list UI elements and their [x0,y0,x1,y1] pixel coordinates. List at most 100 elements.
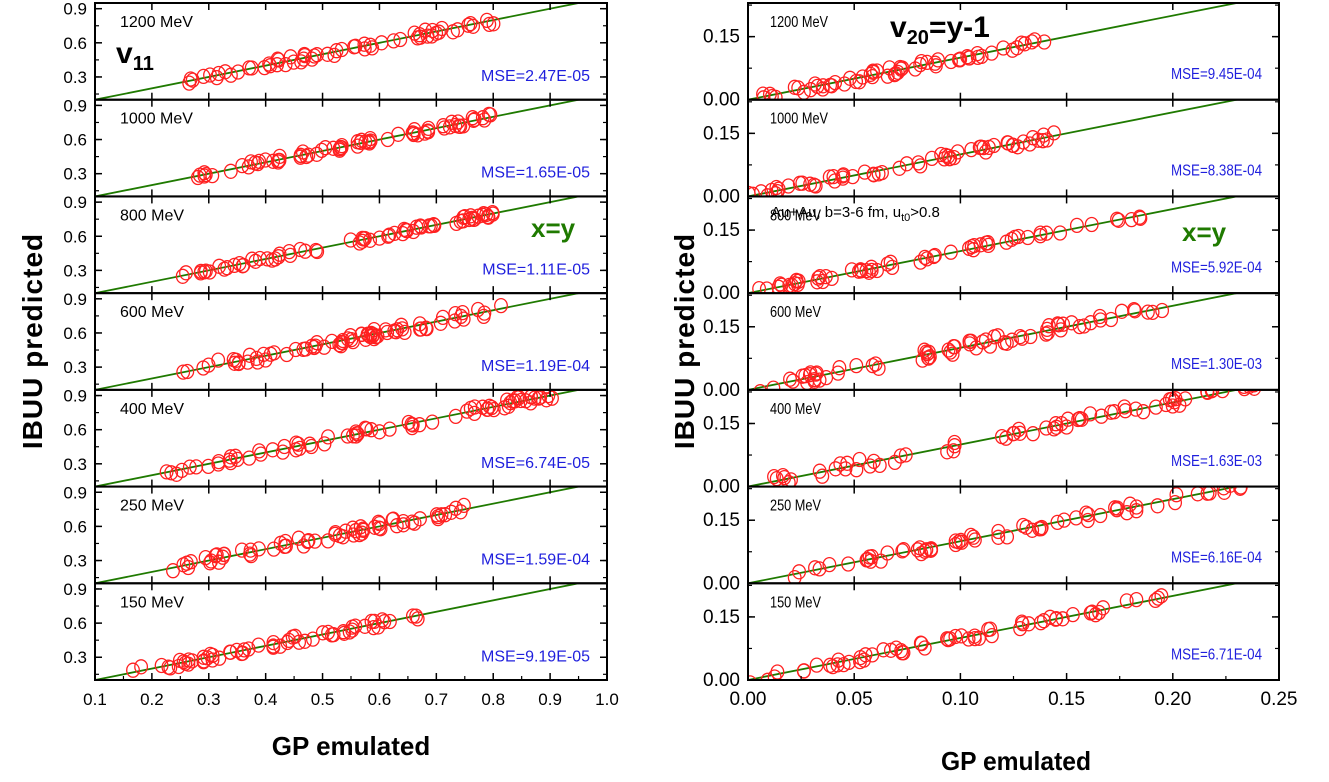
data-point [831,365,845,381]
data-point [179,265,193,281]
data-point [348,424,363,440]
data-point [410,127,425,143]
data-point [948,628,963,645]
data-point [266,639,281,655]
data-point [348,38,363,54]
data-point [880,256,895,272]
energy-label: 1000 MeV [120,111,193,128]
data-point [1014,35,1029,51]
data-point [1092,604,1107,621]
data-point [295,144,310,160]
data-point [164,465,179,481]
data-point [868,356,883,372]
data-point [823,657,837,673]
x-tick-label: 0.9 [538,690,562,709]
data-point [288,341,303,358]
data-point [1154,588,1169,604]
x-tick-label: 0.00 [730,689,767,710]
data-point [314,142,329,159]
data-point [807,177,822,193]
data-point [166,563,180,579]
data-point [494,297,508,314]
data-point [482,16,497,33]
data-point [1127,303,1142,319]
data-point [1005,332,1019,348]
energy-label: 1200 MeV [120,14,193,31]
y-tick-label: 0.9 [63,193,87,212]
data-point [337,625,352,641]
data-point [413,511,427,527]
y-tick-label: 0.3 [63,552,87,571]
data-point [1200,389,1215,400]
data-point [838,461,853,477]
data-point [822,556,837,573]
data-point [895,543,910,559]
data-point [1247,389,1262,396]
data-point [192,167,207,183]
data-point [1053,225,1068,241]
data-point [390,322,405,338]
mse-label: MSE=1.63E-03 [1171,453,1262,470]
data-point [413,29,428,45]
data-point [863,458,878,474]
data-point [334,41,349,58]
observable-label: v20=y-1 [890,11,990,49]
mse-label: MSE=9.19E-05 [481,648,590,665]
panel-800-mev: 0.3 0.6 0.9 800 MeV MSE=1.11E-05 [63,193,608,295]
data-point [334,139,349,156]
data-point [812,561,827,577]
y-tick-label: 0.6 [63,421,87,440]
data-point [853,262,868,278]
data-point [964,238,979,255]
data-point [242,450,257,466]
identity-line [95,583,584,680]
mse-label: MSE=1.19E-04 [481,358,590,375]
data-point [1021,616,1036,632]
data-point [211,65,226,82]
data-point [1109,502,1124,518]
data-point [266,634,281,651]
panel-250-mev: 0.00 0.15 250 MeV MSE=6.16E-04 [703,485,1280,594]
panel-1200-mev: 0.3 0.6 0.9 1200 MeV MSE=2.47E-05 [63,0,608,101]
data-point [363,130,378,147]
x-tick-label: 0.8 [481,690,505,709]
data-point [773,276,788,292]
data-point [812,463,827,479]
data-point [899,156,914,172]
energy-label: 400 MeV [120,401,184,418]
data-point [1216,486,1231,496]
data-point [273,638,288,654]
y-tick-label: 0.6 [63,324,87,343]
data-point [271,249,286,265]
data-point [372,520,387,536]
data-point [364,422,379,438]
data-point [244,154,258,170]
data-point [789,273,804,289]
data-point [372,230,387,246]
data-point [251,637,266,653]
data-point [857,164,872,180]
data-point [372,515,387,532]
data-point [320,46,335,62]
data-point [808,76,822,92]
data-point [1077,318,1092,334]
data-point [890,64,905,81]
data-point [1243,389,1256,394]
data-point [1013,328,1028,345]
y-axis-title: IBUU predicted [669,233,700,449]
data-point [357,36,372,52]
data-point [485,204,500,221]
data-point [355,525,369,541]
data-point [545,390,559,406]
data-point [1015,616,1030,632]
data-point [354,326,369,343]
data-point [1088,607,1103,623]
markers [159,389,559,482]
data-point [852,451,867,468]
data-point [374,35,389,51]
data-point [1237,389,1252,397]
data-point [892,160,907,176]
data-point [851,263,866,279]
data-point [126,662,140,678]
data-point [920,251,934,267]
